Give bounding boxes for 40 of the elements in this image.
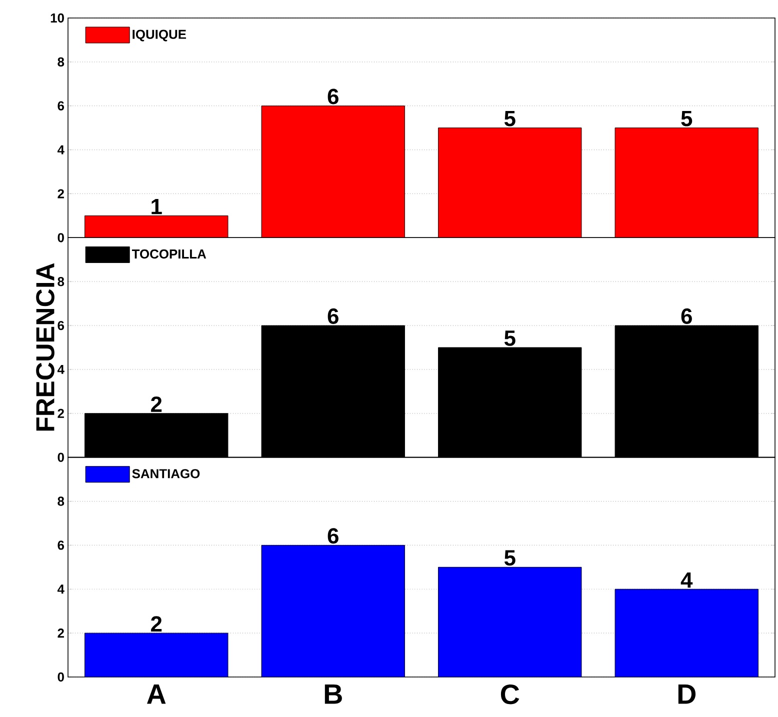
y-tick-label: 6 [58,540,64,550]
x-tick-label: C [500,684,520,704]
data-label: 6 [328,88,338,104]
bar [438,567,582,677]
y-tick-label: 10 [50,13,64,23]
bar [262,545,405,677]
y-tick-label: 0 [58,233,64,242]
x-tick-label: D [678,684,696,704]
y-tick-label: 2 [58,628,64,638]
y-tick-label: 4 [57,145,64,154]
y-tick-label: 8 [58,496,64,506]
data-label: 6 [328,528,338,544]
y-tick-label: 8 [58,277,64,286]
bar [614,588,758,677]
y-tick-label: 2 [58,189,64,198]
x-tick-label: A [146,684,166,704]
y-tick-label: 6 [58,101,64,110]
data-label: 2 [151,396,162,412]
data-label: 6 [681,308,692,324]
data-label: 5 [504,550,516,566]
data-label: 6 [328,308,338,324]
legend-label: TOCOPILLA [132,249,206,259]
y-axis-title: FRECUENCIA [36,263,54,431]
data-label: 5 [504,330,516,346]
data-label: 5 [504,110,516,126]
bar [84,633,228,677]
y-tick-label: 6 [58,320,64,330]
legend-label: IQUIQUE [132,30,186,42]
data-label: 2 [151,616,162,632]
legend-label: SANTIAGO [132,469,200,478]
y-tick-label: 8 [58,57,64,67]
data-label: 4 [680,572,693,588]
data-label: 5 [681,110,692,126]
y-tick-label: 0 [58,672,64,682]
y-tick-label: 2 [58,408,64,418]
y-tick-label: 4 [57,584,64,594]
data-label: 1 [152,199,162,214]
y-tick-label: 4 [57,365,64,374]
y-tick-label: 0 [58,452,64,462]
x-tick-label: B [324,684,342,704]
